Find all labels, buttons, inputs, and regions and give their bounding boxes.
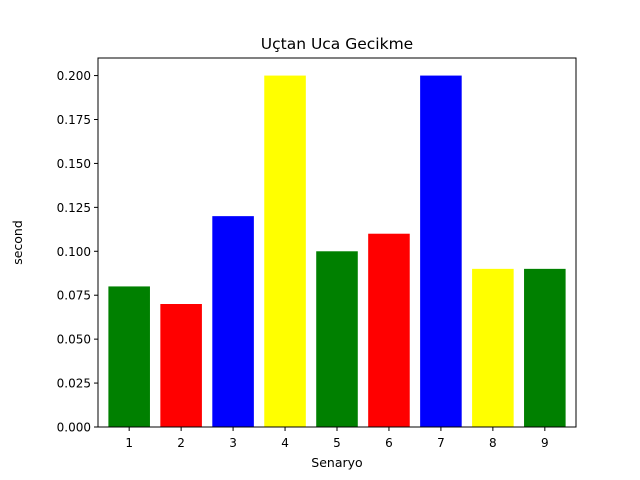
bar-1 — [108, 286, 150, 427]
x-tick-label: 1 — [125, 436, 133, 450]
x-tick-label: 2 — [177, 436, 185, 450]
y-tick-label: 0.025 — [57, 377, 91, 391]
x-tick-label: 7 — [437, 436, 445, 450]
y-tick-label: 0.000 — [57, 421, 91, 435]
x-tick-label: 6 — [385, 436, 393, 450]
y-tick-label: 0.050 — [57, 333, 91, 347]
y-tick-label: 0.150 — [57, 157, 91, 171]
y-axis-ticks: 0.000 0.025 0.050 0.075 0.100 0.125 0.150 0.175… — [57, 69, 98, 435]
x-axis-ticks: 1 2 3 4 5 6 7 8 9 — [125, 427, 549, 450]
y-tick-label: 0.125 — [57, 201, 91, 215]
x-tick-label: 3 — [229, 436, 237, 450]
chart-title: Uçtan Uca Gecikme — [261, 35, 413, 53]
x-tick-label: 8 — [489, 436, 497, 450]
y-tick-label: 0.200 — [57, 69, 91, 83]
y-axis-label: second — [10, 220, 25, 265]
x-axis-label: Senaryo — [311, 455, 362, 470]
bar-6 — [368, 233, 410, 427]
y-tick-label: 0.075 — [57, 289, 91, 303]
y-tick-label: 0.100 — [57, 245, 91, 259]
bar-4 — [264, 75, 306, 428]
bars-layer — [108, 75, 566, 428]
bar-3 — [212, 216, 254, 427]
bar-7 — [420, 75, 462, 428]
bar-5 — [316, 251, 358, 427]
x-tick-label: 4 — [281, 436, 289, 450]
bar-9 — [524, 268, 566, 427]
bar-8 — [472, 268, 514, 427]
bar-2 — [160, 304, 202, 427]
x-tick-label: 9 — [541, 436, 549, 450]
x-tick-label: 5 — [333, 436, 341, 450]
y-tick-label: 0.175 — [57, 113, 91, 127]
